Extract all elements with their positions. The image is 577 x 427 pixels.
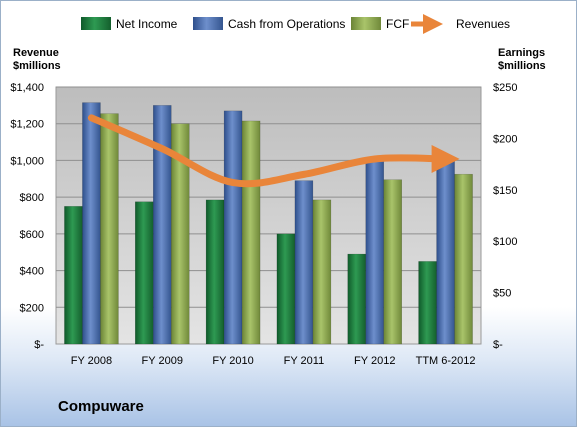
right-tick-label: $200 (493, 133, 517, 145)
legend-swatch-net-income (81, 17, 111, 30)
right-axis-ticks: $- $50 $100 $150 $200 $250 (493, 82, 517, 351)
legend: Net Income Cash from Operations FCF Reve… (81, 14, 510, 34)
left-tick-label: $800 (20, 192, 44, 204)
legend-label-fcf: FCF (386, 17, 409, 31)
legend-label-revenues: Revenues (456, 17, 510, 31)
bar-net-income (135, 201, 154, 345)
left-tick-label: $200 (20, 302, 44, 314)
bar-fcf (100, 113, 119, 345)
right-tick-label: $50 (493, 288, 511, 300)
bar-cash-ops (223, 110, 243, 345)
legend-label-net-income: Net Income (116, 17, 178, 31)
bars (64, 102, 473, 345)
legend-label-cash-ops: Cash from Operations (228, 17, 345, 31)
legend-swatch-cash-ops (193, 17, 223, 30)
left-tick-label: $400 (20, 266, 44, 278)
bar-net-income (347, 253, 366, 345)
bar-cash-ops (82, 102, 101, 345)
bar-fcf (454, 173, 473, 345)
bar-net-income (64, 206, 83, 345)
right-axis-title-line2: $millions (498, 60, 546, 72)
x-tick-label: FY 2009 (142, 355, 183, 367)
right-tick-label: $- (493, 339, 503, 351)
left-tick-label: $1,200 (10, 119, 44, 131)
revenue-series-line (87, 114, 460, 188)
bar-fcf (383, 179, 402, 345)
revenue-line (87, 114, 460, 188)
bar-fcf (171, 123, 190, 345)
right-axis-title-line1: Earnings (498, 47, 545, 59)
left-tick-label: $1,400 (10, 82, 44, 94)
right-tick-label: $100 (493, 236, 517, 248)
left-tick-label: $600 (20, 229, 44, 241)
plot-area (55, 86, 482, 345)
bar-fcf (241, 120, 261, 345)
bar-fcf (312, 199, 332, 345)
bar-net-income (418, 261, 437, 345)
right-tick-label: $150 (493, 185, 517, 197)
legend-swatch-fcf (351, 17, 381, 30)
x-tick-label: FY 2008 (71, 355, 112, 367)
x-axis-ticks: FY 2008 FY 2009 FY 2010 FY 2011 FY 2012 TTM 6… (71, 355, 476, 367)
bar-net-income (276, 233, 296, 345)
left-axis-title-line2: $millions (13, 60, 61, 72)
x-tick-label: TTM 6-2012 (416, 355, 476, 367)
left-axis-ticks: $- $200 $400 $600 $800 $1,000 $1,200 $1,400 (10, 82, 44, 351)
x-tick-label: FY 2011 (284, 355, 325, 367)
bar-cash-ops (365, 160, 384, 345)
x-tick-label: FY 2010 (212, 355, 253, 367)
x-tick-label: FY 2012 (354, 355, 395, 367)
bar-net-income (205, 199, 225, 345)
left-axis-title-line1: Revenue (13, 47, 59, 59)
left-tick-label: $- (34, 339, 44, 351)
bar-cash-ops (436, 156, 455, 345)
bar-cash-ops (294, 180, 314, 345)
company-name: Compuware (58, 398, 144, 415)
left-tick-label: $1,000 (10, 155, 44, 167)
right-tick-label: $250 (493, 82, 517, 94)
bar-cash-ops (153, 105, 172, 345)
gridlines (56, 86, 481, 308)
